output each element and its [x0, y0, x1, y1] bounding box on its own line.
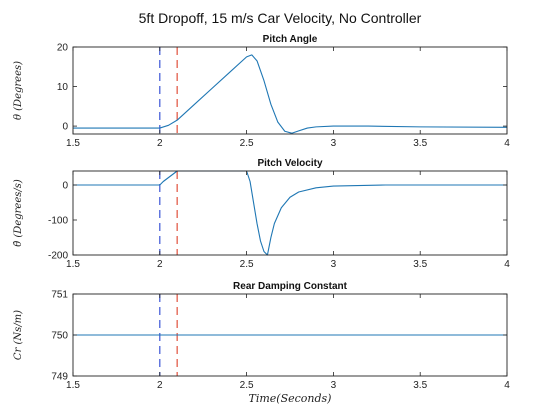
panel-1-x-tick-label: 2.5	[240, 138, 254, 149]
panel-2-title: Pitch Velocity	[257, 158, 322, 169]
panel-3-axes-box	[72, 293, 508, 377]
panel-3-x-tick-label: 3.5	[413, 380, 427, 391]
panel-1-series-line-1	[73, 54, 508, 134]
panel-3-title: Rear Damping Constant	[233, 281, 348, 292]
panel-2-y-tick-label: 0	[62, 181, 68, 192]
panel-3-y-axis-label: Cr (Ns/m)	[13, 310, 24, 360]
panel-1-plot-area	[73, 47, 507, 134]
panel-1-x-tick-label: 3.5	[413, 138, 427, 149]
panel-3-x-tick-label: 1.5	[66, 380, 80, 391]
panel-1-y-axis-label: θ (Degrees)	[13, 61, 24, 120]
panel-3-x-tick-label: 2.5	[240, 380, 254, 391]
panel-3-x-tick-label: 2	[157, 380, 163, 391]
panel-2-x-tick-label: 4	[504, 259, 510, 270]
x-axis-label: Time(Seconds)	[249, 392, 332, 405]
panel-1-x-tick-label: 4	[504, 138, 510, 149]
panel-1-axes-box	[72, 46, 508, 135]
panel-2-y-tick-label: -200	[48, 251, 68, 262]
panel-2-x-tick-label: 3.5	[413, 259, 427, 270]
panel-2-x-tick-label: 2.5	[240, 259, 254, 270]
panel-1-y-tick-label: 10	[57, 82, 69, 93]
panel-1-x-tick-label: 2	[157, 138, 163, 149]
panel-1-y-tick-label: 0	[62, 122, 68, 133]
panel-2-x-tick-label: 2	[157, 259, 163, 270]
panel-3-y-tick-label: 750	[51, 331, 68, 342]
panel-2-x-tick-label: 1.5	[66, 259, 80, 270]
figure-title: 5ft Dropoff, 15 m/s Car Velocity, No Con…	[139, 10, 422, 26]
panel-2-y-axis-label: θ̇ (Degrees/s)	[13, 179, 24, 247]
panel-1-title: Pitch Angle	[263, 34, 318, 45]
panel-2-y-tick-label: -100	[48, 216, 68, 227]
panel-2-x-tick-label: 3	[331, 259, 337, 270]
panel-1-y-tick-label: 20	[57, 43, 69, 54]
panel-1-x-tick-label: 3	[331, 138, 337, 149]
panel-3-x-tick-label: 4	[504, 380, 510, 391]
panel-3-y-tick-label: 749	[51, 372, 68, 383]
panel-2-axes-box	[72, 170, 508, 256]
panel-3-x-tick-label: 3	[331, 380, 337, 391]
panel-3-y-tick-label: 751	[51, 290, 68, 301]
panel-2-plot-area	[73, 171, 507, 255]
panel-1-x-tick-label: 1.5	[66, 138, 80, 149]
